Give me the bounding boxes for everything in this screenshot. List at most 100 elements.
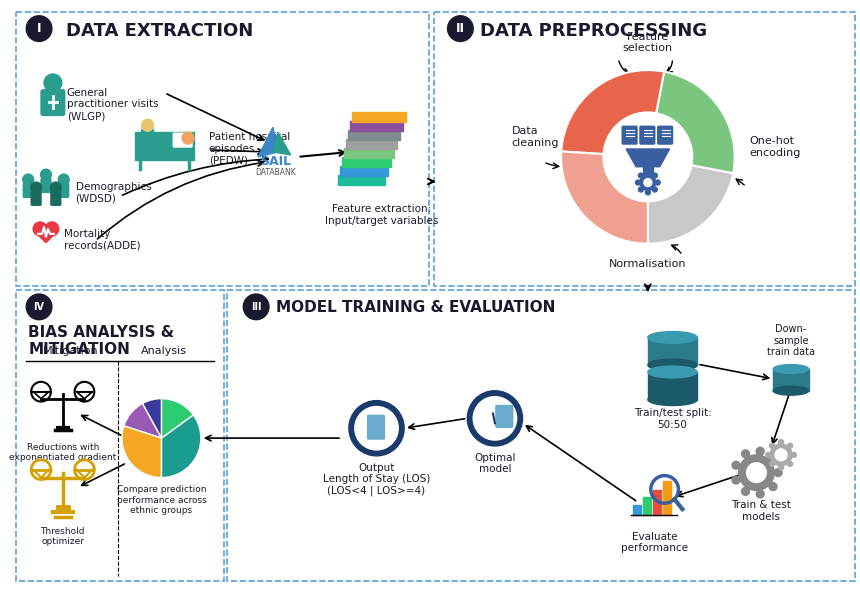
FancyBboxPatch shape (41, 90, 64, 116)
Polygon shape (626, 149, 670, 167)
Text: Mitigation: Mitigation (43, 346, 98, 356)
Text: Feature extraction:
Input/target variables: Feature extraction: Input/target variabl… (325, 204, 438, 226)
Circle shape (34, 222, 47, 236)
Ellipse shape (773, 365, 808, 374)
Circle shape (732, 461, 740, 469)
Circle shape (638, 173, 643, 178)
FancyBboxPatch shape (58, 183, 69, 197)
Circle shape (769, 483, 777, 490)
FancyBboxPatch shape (346, 139, 397, 149)
Circle shape (31, 182, 41, 193)
Text: Train & test
models: Train & test models (731, 500, 791, 522)
FancyBboxPatch shape (338, 175, 385, 184)
Wedge shape (162, 415, 201, 477)
Circle shape (756, 490, 765, 498)
FancyBboxPatch shape (643, 498, 651, 515)
FancyBboxPatch shape (340, 166, 389, 176)
FancyBboxPatch shape (350, 122, 403, 131)
Circle shape (788, 461, 793, 467)
Circle shape (741, 487, 749, 495)
Ellipse shape (648, 366, 697, 378)
FancyBboxPatch shape (342, 157, 391, 167)
Circle shape (770, 444, 775, 448)
Circle shape (182, 132, 194, 144)
Circle shape (774, 468, 782, 477)
Circle shape (791, 452, 796, 457)
FancyBboxPatch shape (643, 167, 653, 178)
Circle shape (645, 170, 650, 175)
Circle shape (27, 16, 52, 42)
FancyBboxPatch shape (653, 490, 660, 515)
Circle shape (40, 169, 52, 180)
Circle shape (640, 175, 656, 190)
Ellipse shape (648, 359, 697, 371)
Text: Patient hospital
episodes
(PEDW): Patient hospital episodes (PEDW) (209, 132, 290, 165)
Circle shape (51, 182, 61, 193)
FancyBboxPatch shape (648, 372, 697, 400)
Text: MODEL TRAINING & EVALUATION: MODEL TRAINING & EVALUATION (276, 300, 556, 315)
FancyBboxPatch shape (142, 129, 154, 147)
Circle shape (778, 439, 783, 445)
FancyBboxPatch shape (367, 416, 384, 439)
Text: Optimal
model: Optimal model (474, 453, 516, 474)
Text: Mortality
records(ADDE): Mortality records(ADDE) (64, 229, 140, 250)
Text: Threshold
optimizer: Threshold optimizer (40, 527, 85, 546)
Text: IV: IV (34, 302, 45, 312)
Polygon shape (273, 132, 291, 155)
Circle shape (746, 463, 766, 483)
FancyBboxPatch shape (496, 406, 513, 427)
Circle shape (788, 444, 793, 448)
Wedge shape (648, 165, 734, 244)
FancyBboxPatch shape (23, 183, 34, 197)
Text: SAIL: SAIL (261, 155, 292, 168)
FancyBboxPatch shape (135, 132, 194, 160)
FancyBboxPatch shape (648, 337, 697, 365)
Circle shape (645, 190, 650, 195)
Text: Demographics
(WDSD): Demographics (WDSD) (76, 181, 151, 203)
Circle shape (243, 294, 269, 320)
Circle shape (741, 450, 749, 458)
Circle shape (142, 119, 154, 131)
Text: Reductions with
exponentiated gradient: Reductions with exponentiated gradient (9, 443, 116, 463)
Text: General
practitioner visits
(WLGP): General practitioner visits (WLGP) (67, 88, 158, 121)
FancyBboxPatch shape (658, 126, 673, 144)
Circle shape (756, 447, 765, 455)
Text: Train/test split:
50:50: Train/test split: 50:50 (634, 409, 711, 430)
Ellipse shape (648, 331, 697, 343)
Circle shape (653, 187, 657, 192)
FancyBboxPatch shape (633, 505, 641, 515)
Text: Output
Length of Stay (LOS)
(LOS<4 | LOS>=4): Output Length of Stay (LOS) (LOS<4 | LOS… (322, 463, 430, 496)
Circle shape (22, 174, 34, 185)
Circle shape (644, 178, 652, 186)
Circle shape (447, 16, 473, 42)
FancyBboxPatch shape (348, 130, 400, 140)
Circle shape (355, 407, 398, 450)
Circle shape (732, 476, 740, 484)
Text: II: II (456, 22, 465, 35)
Circle shape (775, 449, 787, 461)
Text: Feature
selection: Feature selection (623, 31, 673, 53)
FancyBboxPatch shape (622, 126, 637, 144)
Text: DATA PREPROCESSING: DATA PREPROCESSING (480, 21, 707, 40)
Circle shape (44, 74, 62, 92)
Text: DATA EXTRACTION: DATA EXTRACTION (65, 21, 253, 40)
Circle shape (778, 466, 783, 470)
Circle shape (604, 113, 692, 201)
Circle shape (638, 187, 643, 192)
FancyBboxPatch shape (352, 113, 406, 122)
FancyBboxPatch shape (41, 178, 51, 192)
Circle shape (45, 222, 58, 236)
FancyBboxPatch shape (663, 480, 671, 515)
Wedge shape (562, 70, 664, 154)
Circle shape (769, 455, 777, 463)
FancyBboxPatch shape (31, 192, 41, 205)
Circle shape (770, 461, 775, 467)
Wedge shape (162, 398, 194, 438)
FancyBboxPatch shape (51, 192, 61, 205)
FancyBboxPatch shape (173, 133, 192, 147)
Circle shape (771, 444, 792, 466)
Text: DATABANK: DATABANK (255, 168, 296, 177)
Text: Evaluate
performance: Evaluate performance (621, 532, 688, 553)
Circle shape (473, 397, 517, 440)
Text: Data
cleaning: Data cleaning (512, 126, 559, 148)
